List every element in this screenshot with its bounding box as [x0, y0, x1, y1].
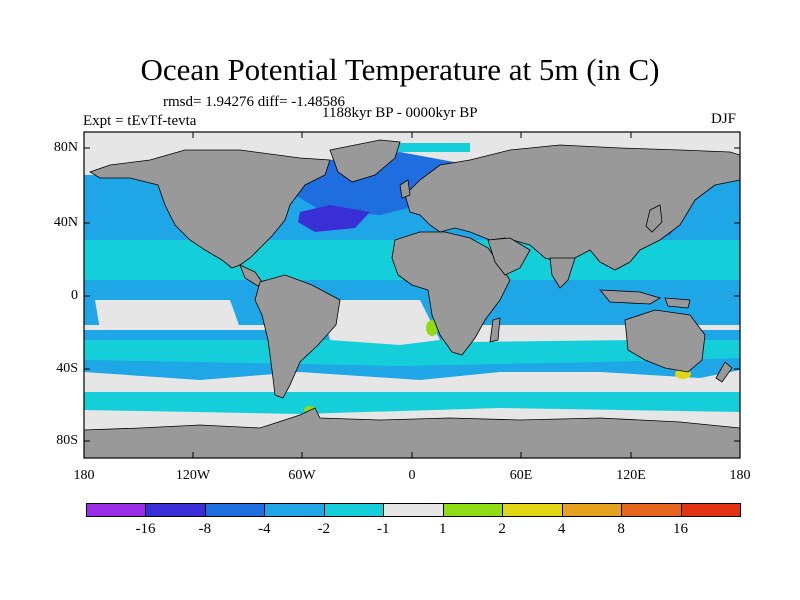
- colorbar-label: -16: [135, 521, 156, 537]
- stats-text: rmsd= 1.94276 diff= -1.48586: [163, 94, 346, 110]
- colorbar-cell: [383, 503, 444, 517]
- ocean-subtropical-pacific-neutral: [95, 300, 240, 330]
- colorbar-label: 1: [438, 521, 447, 537]
- indonesia: [599, 289, 661, 305]
- arabia: [487, 237, 531, 276]
- antarctica: [84, 407, 740, 458]
- x-tick-label: 60E: [509, 468, 533, 483]
- experiment-label: Expt = tEvTf-tevta: [83, 113, 197, 129]
- colorbar-cell: [323, 503, 385, 517]
- colorbar-cell: [621, 503, 682, 517]
- south-america: [254, 274, 341, 399]
- arctic-cool-strip: [380, 143, 470, 152]
- y-tick-label: 40N: [53, 215, 78, 230]
- colorbar-label: 4: [557, 521, 566, 537]
- x-tick-label: 120W: [175, 468, 211, 483]
- greenland: [329, 139, 401, 183]
- africa: [391, 231, 511, 356]
- x-tick-label: 120E: [616, 468, 646, 483]
- x-tick-label: 60W: [288, 468, 316, 483]
- north-atlantic-very-cold: [298, 205, 370, 232]
- colorbar-label: 2: [498, 521, 506, 537]
- season-label: DJF: [711, 111, 737, 127]
- colorbar-cell: [204, 503, 266, 517]
- y-tick-label: 80N: [53, 140, 78, 155]
- ocean-indian-neutral: [470, 325, 640, 342]
- new-zealand: [715, 361, 733, 383]
- ocean-south-atlantic-neutral: [320, 300, 440, 345]
- ocean-far-south: [84, 392, 740, 414]
- y-tick-label: 0: [71, 288, 78, 303]
- y-tick-label: 80S: [56, 433, 78, 448]
- australia: [624, 309, 706, 373]
- colorbar-label: -8: [198, 521, 212, 537]
- colorbar-cell: [680, 503, 741, 517]
- land: [84, 139, 740, 458]
- colorbar-cell: [442, 503, 504, 517]
- colorbar-label: 8: [617, 521, 625, 537]
- period-label: 1188kyr BP - 0000kyr BP: [322, 105, 478, 121]
- warm-spot-benguela: [426, 320, 438, 336]
- colorbar-cell: [264, 503, 325, 517]
- india: [549, 257, 576, 289]
- colorbar-cell: [145, 503, 206, 517]
- japan: [645, 204, 663, 233]
- colorbar-label: -2: [317, 521, 331, 537]
- map-title: Ocean Potential Temperature at 5m (in C): [140, 52, 660, 87]
- eurasia: [404, 144, 740, 271]
- colorbar-cell: [502, 503, 563, 517]
- colorbar-cell: [561, 503, 623, 517]
- colorbar-label: 16: [673, 521, 689, 537]
- x-tick-label: 180: [729, 468, 751, 483]
- y-tick-label: 40S: [56, 361, 78, 376]
- colorbar-label: -4: [258, 521, 271, 537]
- colorbar-label: -1: [377, 521, 390, 537]
- ocean-southern-lightband: [84, 340, 740, 366]
- madagascar: [489, 317, 501, 343]
- x-tick-label: 180: [73, 468, 95, 483]
- britain: [399, 179, 411, 199]
- new-guinea: [664, 297, 691, 309]
- colorbar-cell: [86, 503, 147, 517]
- x-tick-label: 0: [408, 468, 416, 483]
